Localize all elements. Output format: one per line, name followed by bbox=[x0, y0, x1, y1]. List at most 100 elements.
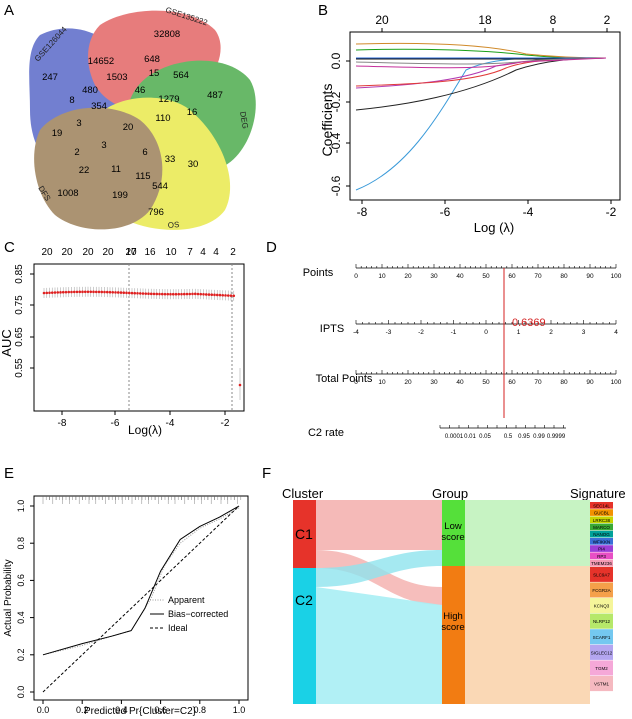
cv-point bbox=[149, 292, 153, 296]
cv-point bbox=[226, 294, 230, 297]
cv-point bbox=[169, 292, 172, 296]
cv-point bbox=[152, 292, 156, 296]
cv-top-tick: 20 bbox=[61, 247, 73, 258]
nomogram-tick: 10 bbox=[378, 273, 386, 280]
group-label-high-2: score bbox=[441, 622, 464, 633]
venn-region-19: 3 bbox=[101, 140, 106, 151]
lasso-top-tick: 18 bbox=[478, 13, 492, 27]
calibration-bias-corrected-line bbox=[42, 505, 240, 656]
nomogram-tick: 20 bbox=[404, 273, 412, 280]
cv-point bbox=[67, 290, 71, 294]
nomogram-tick: 40 bbox=[456, 379, 464, 386]
venn-region-28: 1008 bbox=[57, 188, 78, 199]
panel-label-c: C bbox=[4, 239, 15, 256]
cv-point bbox=[218, 293, 222, 297]
sankey-header-cluster: Cluster bbox=[282, 486, 324, 501]
nomogram-tick: 0.01 bbox=[464, 434, 476, 440]
venn-region-30: 796 bbox=[148, 207, 164, 218]
signature-label: SEC14L bbox=[593, 503, 610, 508]
cv-y-tick: 0.55 bbox=[14, 358, 25, 378]
cv-point bbox=[125, 291, 128, 295]
nomogram-tick: 4 bbox=[614, 329, 618, 336]
cv-x-tick: -6 bbox=[111, 418, 120, 429]
cv-point bbox=[182, 292, 186, 296]
nomogram-row-label: C2 rate bbox=[308, 427, 344, 439]
cv-point bbox=[174, 292, 178, 296]
cv-top-tick: 20 bbox=[125, 247, 137, 258]
cv-x-tick: -4 bbox=[166, 418, 175, 429]
panel-label-d: D bbox=[266, 239, 277, 256]
lasso-path-2 bbox=[355, 57, 607, 111]
cluster-bar-c1 bbox=[293, 500, 316, 568]
cv-top-tick: 20 bbox=[41, 247, 53, 258]
calibration-y-tick: 1.0 bbox=[16, 500, 26, 513]
calibration-apparent-line bbox=[42, 507, 240, 656]
cv-point bbox=[81, 290, 84, 294]
cv-point bbox=[53, 291, 57, 294]
cv-x-tick: -8 bbox=[58, 418, 67, 429]
cv-top-tick: 20 bbox=[82, 247, 94, 258]
lasso-panel: B -8 -6 -4 -220 18 8 20.0-0.2-0.4-0.6 Log (λ) … bbox=[318, 2, 621, 235]
panel-label-b: B bbox=[318, 2, 328, 19]
cv-point bbox=[72, 290, 76, 294]
signature-label: LRRC38 bbox=[593, 518, 611, 523]
venn-region-4: 648 bbox=[144, 54, 160, 65]
group-label-high-1: High bbox=[443, 611, 463, 622]
venn-region-24: 33 bbox=[165, 154, 176, 165]
venn-label-deg: DEG bbox=[238, 111, 250, 130]
panel-label-f: F bbox=[262, 465, 271, 482]
signature-bar bbox=[590, 582, 613, 598]
signature-bar bbox=[590, 644, 613, 660]
nomogram-tick: 90 bbox=[586, 379, 594, 386]
signature-bar bbox=[590, 676, 613, 692]
venn-region-5: 564 bbox=[173, 70, 189, 81]
lasso-x-tick: -6 bbox=[440, 205, 451, 219]
venn-region-6: 1503 bbox=[106, 72, 127, 83]
venn-region-7: 15 bbox=[149, 68, 160, 79]
nomogram-tick: 50 bbox=[482, 379, 490, 386]
signature-label: SCARF1 bbox=[593, 635, 611, 640]
cv-top-tick: 17 bbox=[125, 247, 137, 258]
cv-point bbox=[185, 292, 189, 296]
cv-top-tick: 2 bbox=[230, 247, 236, 258]
signature-bar bbox=[590, 552, 613, 560]
nomogram-tick: 0.0001 bbox=[445, 434, 464, 440]
group-label-low-1: Low bbox=[444, 521, 462, 532]
cv-point bbox=[196, 292, 200, 296]
cv-point bbox=[111, 290, 115, 294]
cv-point bbox=[50, 291, 54, 294]
lasso-top-tick: 8 bbox=[550, 13, 557, 27]
cv-point bbox=[56, 291, 60, 294]
lasso-x-tick: -8 bbox=[357, 205, 368, 219]
nomogram-tick: 0.99 bbox=[533, 434, 545, 440]
lasso-path-6 bbox=[355, 42, 607, 59]
lasso-path-10 bbox=[355, 57, 607, 69]
cv-point bbox=[78, 290, 82, 294]
venn-set-dfs bbox=[34, 107, 163, 230]
cv-point bbox=[160, 292, 164, 296]
cluster-label-c2: C2 bbox=[295, 592, 313, 608]
nomogram-tick: -1 bbox=[451, 329, 457, 336]
signature-label: KCNQ3 bbox=[594, 604, 610, 609]
signature-bar bbox=[590, 523, 613, 531]
venn-region-26: 115 bbox=[135, 171, 150, 182]
lasso-y-tick: 0.0 bbox=[329, 52, 343, 69]
cv-xlabel: Log(λ) bbox=[128, 423, 162, 437]
calibration-y-tick: 0.2 bbox=[16, 649, 26, 662]
group-bar-low bbox=[442, 500, 465, 566]
legend-apparent: Apparent bbox=[168, 595, 205, 605]
venn-region-8: 487 bbox=[207, 90, 223, 101]
signature-bar bbox=[590, 613, 613, 629]
cv-point bbox=[103, 290, 106, 294]
cv-point bbox=[100, 290, 104, 294]
cv-auc-points bbox=[42, 264, 242, 411]
nomogram-tick: 100 bbox=[611, 273, 622, 280]
signature-bar bbox=[590, 598, 613, 614]
signature-bar bbox=[590, 660, 613, 676]
cv-point bbox=[45, 291, 49, 295]
cv-point bbox=[119, 291, 123, 294]
venn-region-18: 19 bbox=[52, 128, 63, 139]
